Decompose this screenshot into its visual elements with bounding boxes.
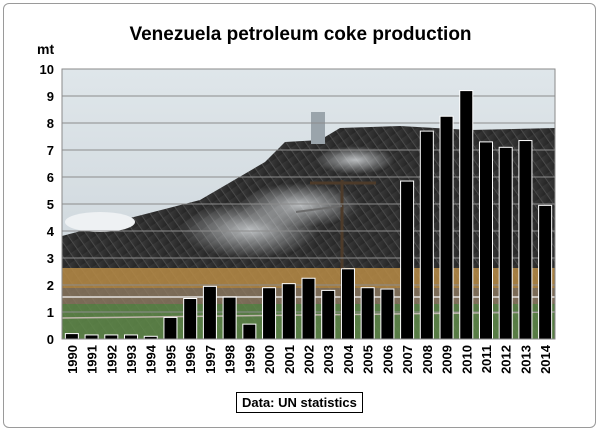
bar-2005 bbox=[360, 287, 375, 340]
bar-2008 bbox=[419, 130, 434, 340]
x-tick-label: 1995 bbox=[163, 345, 178, 374]
y-tick-label: 6 bbox=[47, 170, 54, 185]
x-tick-label: 2014 bbox=[538, 344, 553, 374]
x-tick-label: 2012 bbox=[499, 345, 514, 374]
bar-2006 bbox=[380, 288, 395, 340]
chart-title: Venezuela petroleum coke production bbox=[129, 24, 472, 45]
x-tick-label: 2009 bbox=[440, 345, 455, 374]
x-tick-label: 1993 bbox=[124, 345, 139, 374]
x-tick-label: 2010 bbox=[459, 345, 474, 374]
bar-1997 bbox=[202, 285, 217, 340]
plot-area-border bbox=[61, 68, 556, 340]
x-tick-label: 2004 bbox=[341, 344, 356, 374]
x-tick-label: 1998 bbox=[223, 345, 238, 374]
y-tick-label: 9 bbox=[47, 89, 54, 104]
x-tick-label: 2006 bbox=[380, 345, 395, 374]
bar-2003 bbox=[321, 289, 336, 340]
x-tick-label: 2001 bbox=[282, 345, 297, 374]
bar-2013 bbox=[518, 140, 533, 340]
x-tick-label: 1994 bbox=[144, 344, 159, 374]
bar-2002 bbox=[301, 277, 316, 340]
y-tick-label: 4 bbox=[47, 224, 55, 239]
x-tick-label: 1996 bbox=[183, 345, 198, 374]
y-tick-labels: 0 1 2 3 4 5 6 7 8 9 10 bbox=[40, 62, 55, 347]
bar-2010 bbox=[459, 90, 474, 340]
x-tick-label: 2003 bbox=[321, 345, 336, 374]
bar-2009 bbox=[439, 115, 454, 340]
y-tick-label: 2 bbox=[47, 278, 54, 293]
y-tick-label: 7 bbox=[47, 143, 54, 158]
x-tick-label: 2000 bbox=[262, 345, 277, 374]
x-tick-label: 1999 bbox=[242, 345, 257, 374]
x-tick-label: 1990 bbox=[65, 345, 80, 374]
x-tick-label: 1991 bbox=[85, 345, 100, 374]
bar-2011 bbox=[478, 141, 493, 340]
bar-1996 bbox=[183, 298, 198, 340]
x-tick-label: 1992 bbox=[104, 345, 119, 374]
bar-1998 bbox=[222, 296, 237, 340]
x-tick-labels: 1990 1991 1992 1993 1994 1995 1996 1997 1998 1999… bbox=[65, 344, 553, 374]
x-tick-label: 2013 bbox=[518, 345, 533, 374]
y-tick-label: 10 bbox=[40, 62, 54, 77]
bar-2001 bbox=[281, 283, 296, 340]
bar-1991 bbox=[84, 334, 99, 340]
y-tick-label: 0 bbox=[47, 332, 54, 347]
y-tick-label: 8 bbox=[47, 116, 54, 131]
y-tick-label: 1 bbox=[47, 305, 54, 320]
bar-2007 bbox=[400, 180, 415, 340]
x-tick-label: 2008 bbox=[420, 345, 435, 374]
x-tick-label: 2007 bbox=[400, 345, 415, 374]
x-tick-label: 2011 bbox=[479, 345, 494, 373]
source-note: Data: UN statistics bbox=[236, 392, 363, 413]
bar-1990 bbox=[64, 333, 79, 340]
bar-1995 bbox=[163, 316, 178, 340]
bar-1993 bbox=[124, 334, 139, 340]
bars bbox=[64, 90, 553, 340]
y-tick-label: 5 bbox=[47, 197, 54, 212]
bar-2014 bbox=[538, 204, 553, 340]
y-tick-label: 3 bbox=[47, 251, 54, 266]
x-tick-label: 2002 bbox=[302, 345, 317, 374]
y-axis-unit-label: mt bbox=[37, 41, 55, 57]
bar-2004 bbox=[340, 268, 355, 340]
bar-2000 bbox=[262, 287, 277, 340]
bar-1992 bbox=[104, 334, 119, 340]
x-tick-label: 1997 bbox=[203, 345, 218, 374]
x-tick-label: 2005 bbox=[361, 345, 376, 374]
bar-2012 bbox=[498, 146, 513, 340]
bar-1999 bbox=[242, 323, 257, 340]
